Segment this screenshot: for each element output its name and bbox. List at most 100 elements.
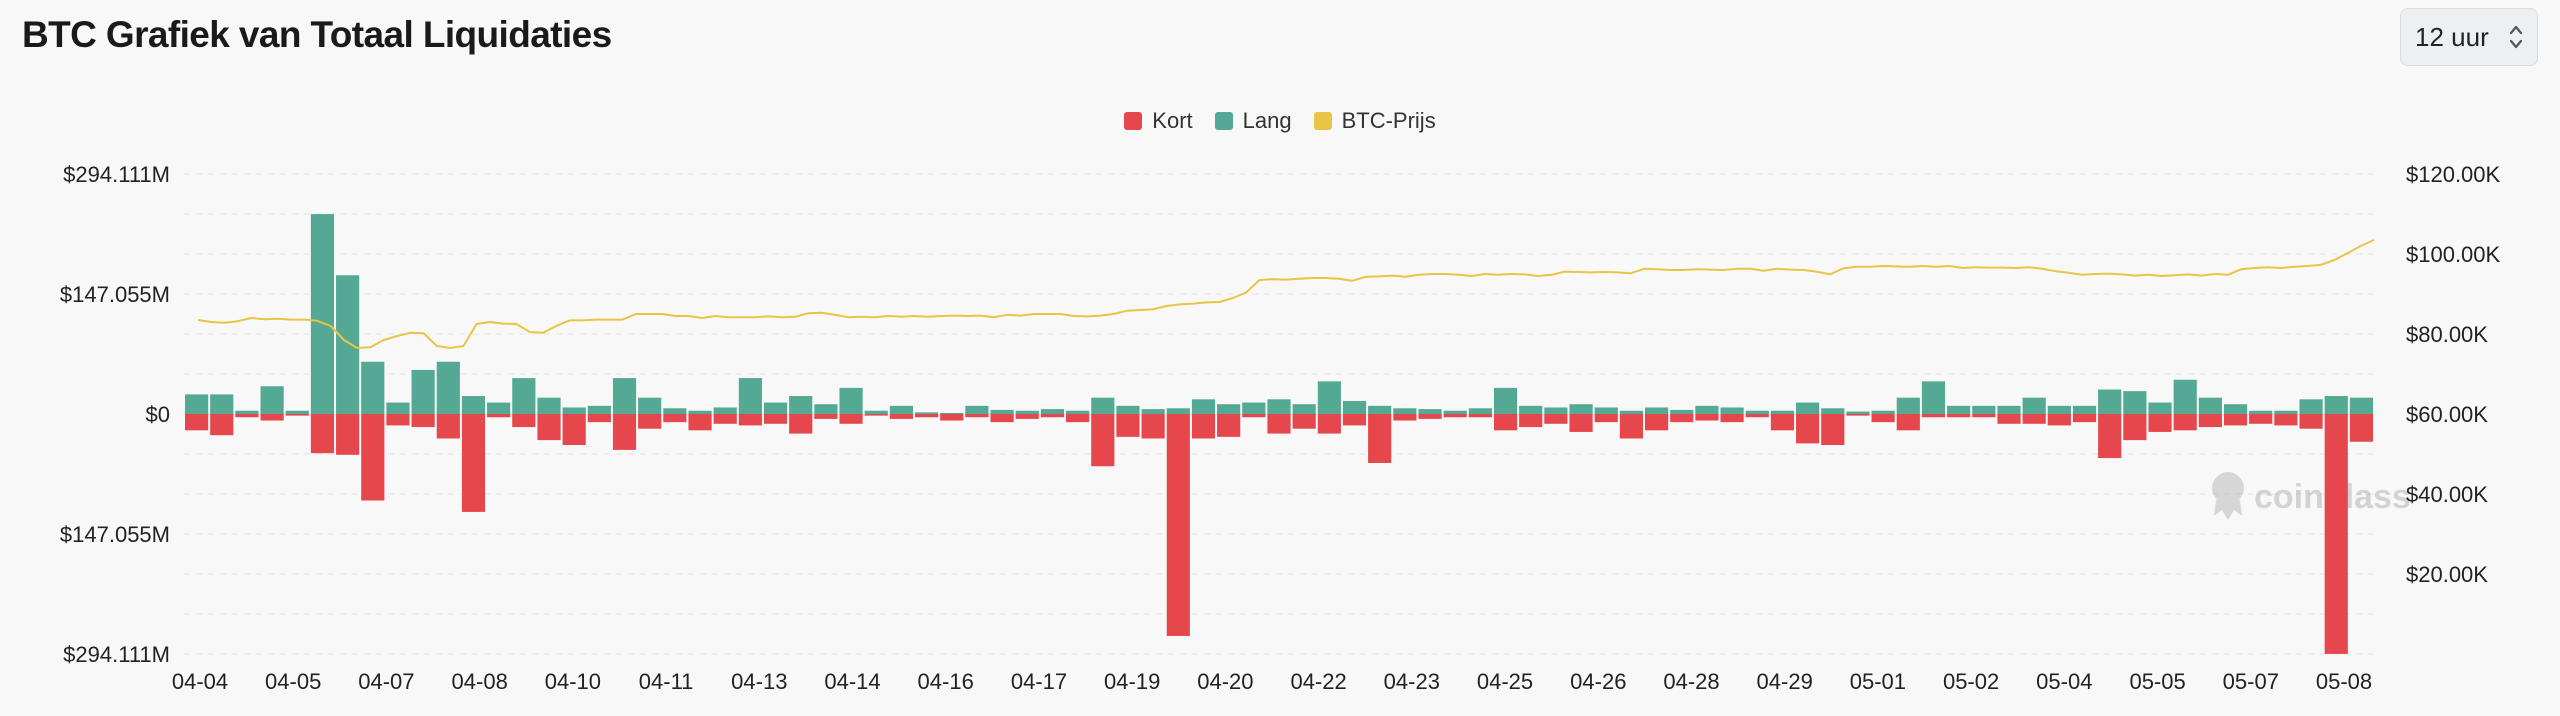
bar-lang[interactable]: [1745, 410, 1769, 414]
bar-lang[interactable]: [1191, 399, 1216, 414]
bar-kort[interactable]: [2349, 414, 2373, 442]
bar-kort[interactable]: [1972, 414, 1996, 418]
bar-lang[interactable]: [260, 386, 284, 414]
bar-lang[interactable]: [1443, 410, 1467, 414]
bar-lang[interactable]: [386, 402, 410, 414]
bar-kort[interactable]: [1569, 414, 1593, 432]
bar-kort[interactable]: [2299, 414, 2323, 429]
bar-kort[interactable]: [2173, 414, 2197, 431]
bar-lang[interactable]: [1670, 409, 1694, 414]
bar-lang[interactable]: [789, 396, 813, 414]
bar-lang[interactable]: [2198, 397, 2222, 414]
bar-lang[interactable]: [461, 396, 486, 414]
bar-lang[interactable]: [1947, 405, 1971, 414]
bar-lang[interactable]: [1896, 397, 1920, 414]
bar-lang[interactable]: [1519, 405, 1543, 414]
bar-kort[interactable]: [260, 414, 284, 421]
bar-lang[interactable]: [587, 405, 611, 414]
bar-kort[interactable]: [2072, 414, 2097, 423]
bar-lang[interactable]: [763, 402, 788, 414]
bar-lang[interactable]: [814, 404, 838, 414]
bar-lang[interactable]: [1267, 399, 1291, 414]
bar-lang[interactable]: [2299, 399, 2323, 414]
bar-kort[interactable]: [1393, 414, 1417, 421]
bar-kort[interactable]: [1770, 414, 1795, 431]
bar-kort[interactable]: [1745, 414, 1769, 418]
bar-lang[interactable]: [940, 413, 964, 414]
bar-kort[interactable]: [1493, 414, 1518, 431]
bar-kort[interactable]: [411, 414, 435, 428]
bar-kort[interactable]: [1921, 414, 1946, 418]
bar-kort[interactable]: [1015, 414, 1039, 419]
bar-lang[interactable]: [1997, 405, 2021, 414]
bar-kort[interactable]: [1292, 414, 1316, 429]
bar-kort[interactable]: [814, 414, 838, 419]
bar-kort[interactable]: [1242, 414, 1266, 418]
bar-kort[interactable]: [1947, 414, 1971, 418]
bar-kort[interactable]: [1619, 414, 1643, 439]
legend-item-btc-prijs[interactable]: BTC-Prijs: [1313, 108, 1436, 134]
bar-kort[interactable]: [1091, 414, 1115, 467]
bar-lang[interactable]: [864, 410, 888, 414]
bar-kort[interactable]: [663, 414, 687, 423]
bar-kort[interactable]: [1317, 414, 1341, 434]
bar-lang[interactable]: [1619, 410, 1643, 414]
bar-kort[interactable]: [2274, 414, 2298, 426]
bar-lang[interactable]: [638, 397, 662, 414]
bar-lang[interactable]: [688, 410, 712, 414]
bar-kort[interactable]: [713, 414, 737, 424]
bar-kort[interactable]: [210, 414, 234, 436]
bar-lang[interactable]: [990, 409, 1014, 414]
bar-lang[interactable]: [235, 410, 259, 414]
bar-lang[interactable]: [1645, 407, 1669, 414]
bar-kort[interactable]: [1997, 414, 2021, 424]
bar-kort[interactable]: [2324, 414, 2348, 654]
bar-kort[interactable]: [1846, 414, 1870, 416]
bar-lang[interactable]: [1242, 402, 1266, 414]
legend-item-lang[interactable]: Lang: [1214, 108, 1292, 134]
bar-kort[interactable]: [965, 414, 989, 418]
bar-kort[interactable]: [1695, 414, 1719, 421]
bar-kort[interactable]: [864, 414, 888, 416]
bar-kort[interactable]: [2123, 414, 2147, 441]
interval-select[interactable]: 12 uur: [2400, 8, 2538, 66]
bar-kort[interactable]: [587, 414, 611, 423]
bar-lang[interactable]: [839, 387, 863, 414]
bar-kort[interactable]: [1166, 414, 1190, 636]
bar-lang[interactable]: [512, 378, 536, 414]
bar-lang[interactable]: [2148, 402, 2172, 414]
bar-kort[interactable]: [2022, 414, 2046, 424]
bar-kort[interactable]: [915, 414, 939, 418]
bar-lang[interactable]: [1544, 407, 1568, 414]
bar-lang[interactable]: [1015, 410, 1039, 414]
bar-lang[interactable]: [2173, 379, 2197, 414]
bar-lang[interactable]: [2123, 391, 2147, 414]
bar-kort[interactable]: [1821, 414, 1845, 446]
bar-lang[interactable]: [612, 378, 637, 414]
bar-kort[interactable]: [2198, 414, 2222, 428]
bar-lang[interactable]: [1921, 381, 1946, 414]
bar-kort[interactable]: [436, 414, 460, 439]
bar-kort[interactable]: [1594, 414, 1618, 423]
bar-kort[interactable]: [1141, 414, 1165, 439]
bar-lang[interactable]: [1871, 410, 1895, 414]
bar-lang[interactable]: [915, 412, 939, 414]
bar-kort[interactable]: [2098, 414, 2122, 459]
bar-lang[interactable]: [436, 361, 460, 414]
bar-kort[interactable]: [638, 414, 662, 429]
bar-lang[interactable]: [1091, 397, 1115, 414]
bar-lang[interactable]: [889, 405, 913, 414]
bar-kort[interactable]: [537, 414, 561, 441]
bar-lang[interactable]: [487, 402, 511, 414]
bar-lang[interactable]: [336, 275, 360, 414]
bar-lang[interactable]: [2249, 410, 2273, 414]
bar-lang[interactable]: [1217, 404, 1241, 414]
bar-lang[interactable]: [1342, 400, 1367, 414]
bar-lang[interactable]: [185, 394, 209, 414]
bar-kort[interactable]: [386, 414, 410, 426]
bar-kort[interactable]: [990, 414, 1014, 423]
bar-lang[interactable]: [1166, 408, 1190, 414]
bar-kort[interactable]: [738, 414, 762, 426]
bar-lang[interactable]: [1468, 408, 1492, 414]
bar-lang[interactable]: [2274, 410, 2298, 414]
